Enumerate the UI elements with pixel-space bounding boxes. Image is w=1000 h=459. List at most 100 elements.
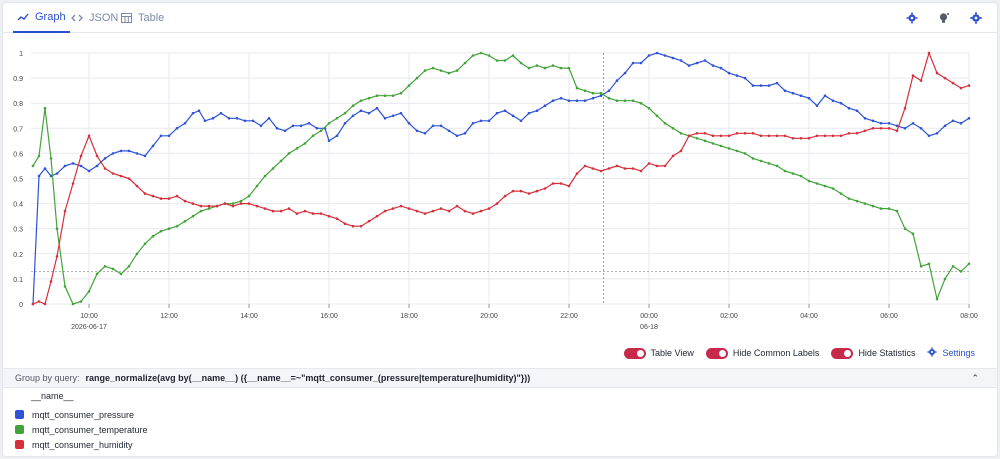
settings-button[interactable]: Settings bbox=[927, 347, 975, 359]
data-point bbox=[863, 117, 867, 120]
data-point bbox=[567, 99, 571, 102]
data-point bbox=[847, 132, 851, 135]
time-series-chart[interactable]: 0 0.1 0.2 0.3 0.4 0.5 0.6 0.7 0.8 0.9 1 10:00 2026-0… bbox=[3, 37, 998, 343]
data-point bbox=[279, 209, 283, 213]
x-tick-label: 18:00 bbox=[400, 313, 418, 320]
settings-gear-icon[interactable] bbox=[969, 11, 983, 25]
gear-icon[interactable] bbox=[905, 11, 919, 25]
data-point bbox=[455, 134, 459, 138]
data-point bbox=[575, 86, 579, 90]
tab-json[interactable]: JSON bbox=[71, 3, 118, 33]
data-point bbox=[71, 302, 75, 306]
data-point bbox=[127, 177, 131, 180]
data-point bbox=[375, 214, 379, 218]
x-tick-label: 14:00 bbox=[240, 313, 258, 320]
data-point bbox=[391, 207, 395, 210]
data-point bbox=[183, 219, 187, 223]
data-point bbox=[111, 152, 115, 155]
hide-common-labels-switch[interactable] bbox=[705, 347, 728, 359]
query-text: range_normalize(avg by(__name__) ({__nam… bbox=[85, 373, 531, 383]
data-point bbox=[103, 157, 107, 160]
data-point bbox=[967, 262, 971, 266]
hide-statistics-switch[interactable] bbox=[831, 347, 854, 359]
tab-graph-label: Graph bbox=[35, 11, 66, 23]
data-point bbox=[823, 94, 827, 97]
data-point bbox=[159, 134, 163, 138]
data-point bbox=[183, 122, 187, 125]
chevron-up-icon[interactable]: ⌃ bbox=[971, 373, 979, 383]
data-point bbox=[511, 54, 515, 57]
data-point bbox=[431, 209, 435, 213]
data-point bbox=[463, 209, 467, 213]
data-point bbox=[711, 134, 715, 138]
hide-statistics-toggle[interactable]: Hide Statistics bbox=[831, 347, 915, 359]
data-point bbox=[631, 167, 635, 170]
y-tick-label: 0.3 bbox=[13, 227, 23, 234]
data-point bbox=[439, 124, 443, 128]
data-point bbox=[167, 197, 171, 200]
tab-table[interactable]: Table bbox=[121, 3, 164, 33]
lightbulb-icon[interactable] bbox=[937, 11, 951, 25]
data-point bbox=[511, 189, 515, 193]
data-point bbox=[967, 117, 971, 120]
data-point bbox=[127, 265, 131, 268]
legend-swatch bbox=[15, 425, 24, 434]
legend-item-pressure[interactable]: mqtt_consumer_pressure bbox=[15, 407, 148, 422]
data-point bbox=[151, 144, 155, 148]
data-point bbox=[663, 122, 667, 125]
data-point bbox=[423, 132, 427, 135]
data-point bbox=[591, 91, 595, 95]
table-view-switch[interactable] bbox=[623, 347, 646, 359]
data-point bbox=[847, 197, 851, 200]
data-point bbox=[367, 96, 371, 100]
data-point bbox=[767, 162, 771, 165]
data-point bbox=[711, 64, 715, 67]
data-point bbox=[367, 219, 371, 223]
x-tick-label: 16:00 bbox=[320, 313, 338, 320]
data-point bbox=[559, 66, 563, 70]
data-point bbox=[391, 114, 395, 118]
data-point bbox=[367, 111, 371, 115]
legend: __name__ mqtt_consumer_pressure mqtt_con… bbox=[15, 391, 148, 452]
data-point bbox=[319, 212, 323, 215]
data-point bbox=[895, 209, 899, 213]
data-point bbox=[839, 192, 843, 195]
data-point bbox=[167, 134, 171, 138]
data-point bbox=[423, 212, 427, 215]
data-point bbox=[943, 124, 947, 128]
data-point bbox=[49, 174, 53, 178]
data-point bbox=[87, 290, 91, 293]
legend-item-temperature[interactable]: mqtt_consumer_temperature bbox=[15, 422, 148, 437]
data-point bbox=[583, 89, 587, 92]
x-tick-sublabel: 2026-06-17 bbox=[71, 324, 107, 331]
data-point bbox=[31, 302, 35, 306]
data-point bbox=[55, 227, 59, 230]
data-point bbox=[471, 54, 475, 57]
data-point bbox=[43, 167, 47, 170]
toolbar-icons bbox=[905, 11, 983, 25]
data-point bbox=[687, 64, 691, 67]
data-point bbox=[831, 99, 835, 102]
data-point bbox=[251, 119, 255, 123]
data-point bbox=[679, 149, 683, 153]
tab-graph[interactable]: Graph bbox=[13, 3, 70, 33]
data-point bbox=[431, 124, 435, 128]
legend-item-humidity[interactable]: mqtt_consumer_humidity bbox=[15, 437, 148, 452]
data-point bbox=[87, 134, 91, 138]
hide-common-labels-toggle[interactable]: Hide Common Labels bbox=[705, 347, 819, 359]
data-point bbox=[783, 134, 787, 138]
data-point bbox=[143, 154, 147, 158]
data-point bbox=[631, 61, 635, 65]
data-point bbox=[283, 129, 287, 133]
data-point bbox=[663, 54, 667, 57]
data-point bbox=[927, 134, 931, 138]
table-view-toggle[interactable]: Table View bbox=[623, 347, 694, 359]
data-point bbox=[343, 222, 347, 225]
legend-label: mqtt_consumer_humidity bbox=[32, 439, 133, 450]
data-point bbox=[55, 172, 59, 175]
data-point bbox=[37, 154, 41, 158]
data-point bbox=[775, 164, 779, 168]
data-point bbox=[911, 232, 915, 235]
data-point bbox=[935, 71, 939, 75]
data-point bbox=[639, 61, 643, 65]
